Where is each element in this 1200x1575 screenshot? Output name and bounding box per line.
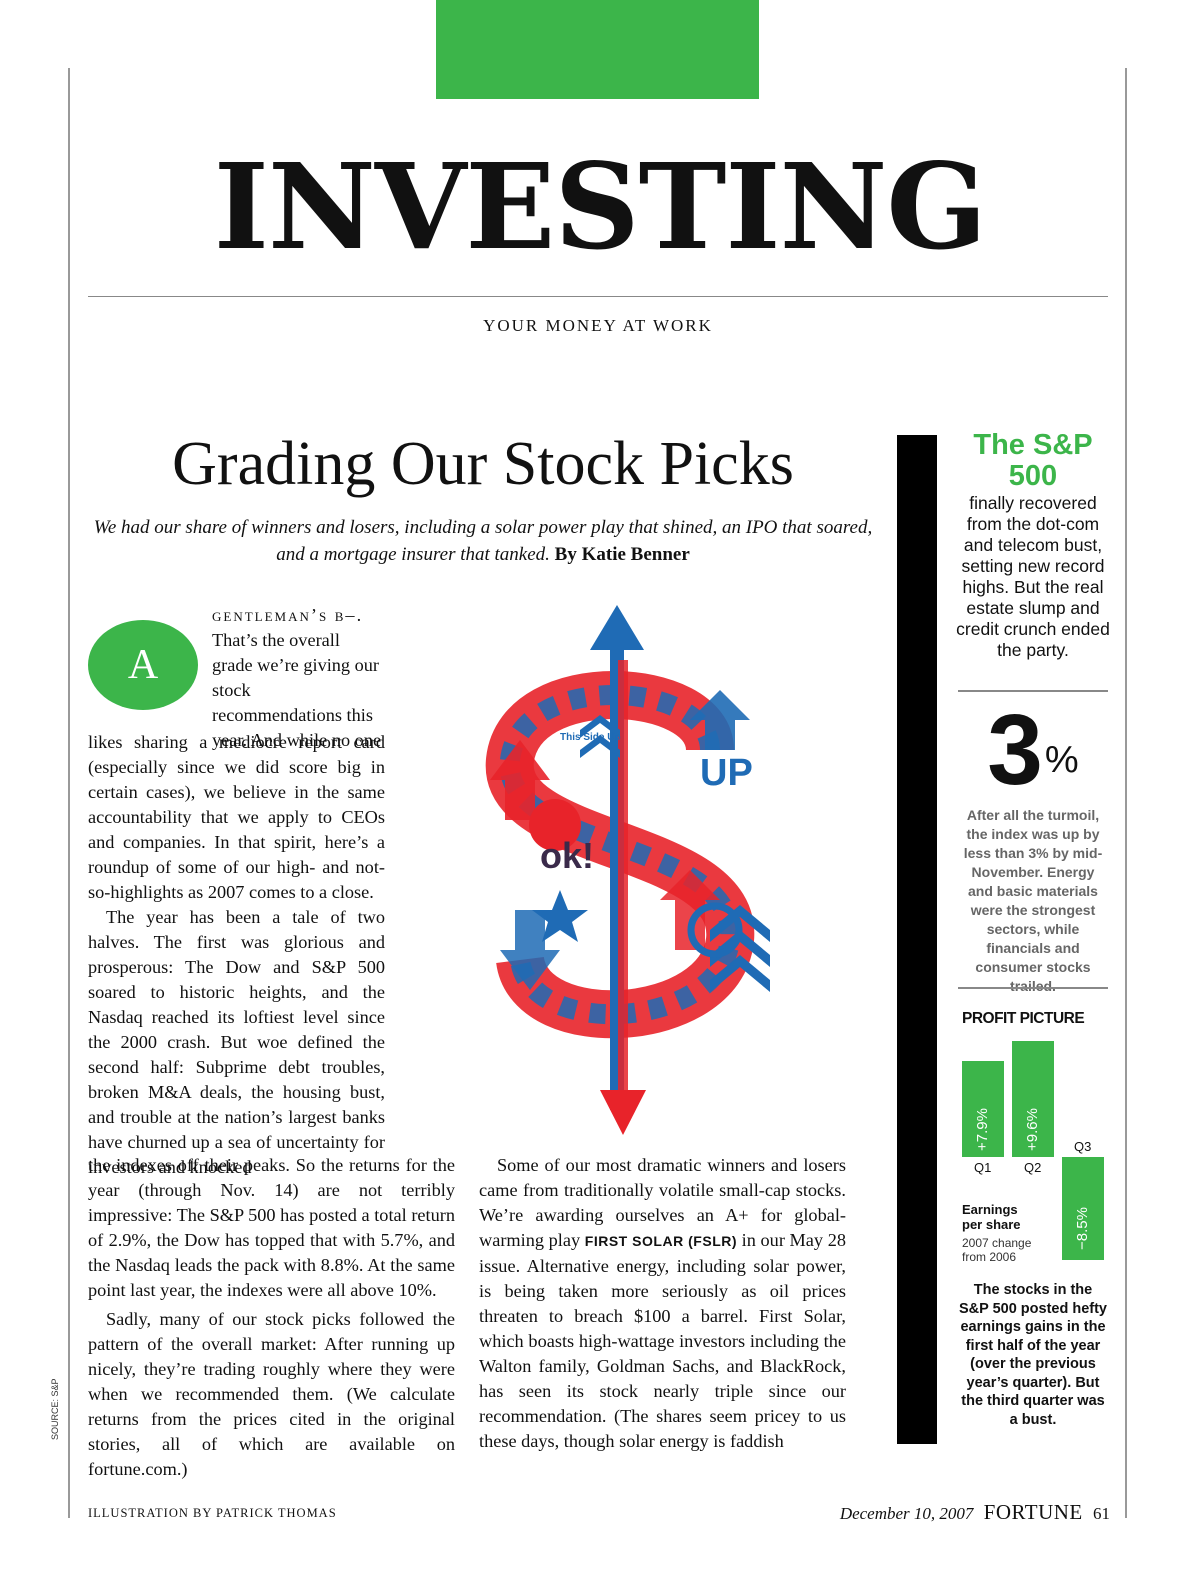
right-margin-rule — [1125, 68, 1127, 1518]
byline: By Katie Benner — [554, 543, 690, 565]
para1-wrap: That’s the overall grade we’re giving ou… — [212, 630, 382, 750]
up-arrow-icon — [590, 605, 644, 650]
illus-word-ok: ok! — [540, 835, 594, 876]
left-margin-rule — [68, 68, 70, 1518]
illustration-credit: ILLUSTRATION BY PATRICK THOMAS — [88, 1506, 337, 1520]
big-stat-unit: % — [1044, 739, 1079, 781]
arrow-accents — [490, 690, 750, 990]
sidebar-title: The S&P 500 — [973, 429, 1093, 492]
section-color-tab — [436, 0, 759, 99]
col2-text-b: in our May 28 issue. Alternative energy,… — [479, 1230, 846, 1451]
page-footer: December 10, 2007 FORTUNE 61 — [840, 1500, 1110, 1525]
illus-word-up: UP — [700, 752, 753, 794]
sidebar-footer: The stocks in the S&P 500 posted hefty e… — [958, 1282, 1107, 1428]
column-1: likes sharing a mediocre report card (es… — [88, 730, 385, 1180]
drop-cap: A — [88, 620, 198, 710]
chart-ylabel: Earnings per share — [962, 1202, 1032, 1232]
sidebar-intro: finally recovered from the dot-com and t… — [956, 493, 1110, 660]
source-credit: SOURCE: S&P — [50, 1378, 60, 1440]
article-headline: Grading Our Stock Picks — [172, 430, 794, 498]
chart-ylabel-sub-text: 2007 change from 2006 — [962, 1236, 1032, 1264]
chart-category-label: Q3 — [1074, 1139, 1092, 1154]
column-1-bottom: the indexes off their peaks. So the retu… — [88, 1153, 455, 1482]
chart-category-label: Q1 — [974, 1160, 992, 1175]
dek-text: We had our share of winners and losers, … — [93, 517, 873, 565]
chart-category-label: Q2 — [1024, 1160, 1042, 1175]
profit-chart: +7.9% Q1 +9.6% Q2 −8.5% Q3 — [958, 1030, 1108, 1270]
chart-ylabel-sub: 2007 change from 2006 — [962, 1236, 1042, 1264]
para2-start: The year has been a tale of two halves. … — [88, 907, 385, 1177]
issue-date: December 10, 2007 — [839, 1504, 974, 1523]
chart-bar-q1 — [962, 1061, 1004, 1157]
section-kicker: YOUR MONEY AT WORK — [483, 316, 713, 335]
para2-end: the indexes off their peaks. So the retu… — [88, 1155, 455, 1300]
lead-in: gentleman’s b–. — [212, 605, 364, 625]
masthead-rule — [88, 296, 1108, 297]
intro-wrap-text: gentleman’s b–. That’s the overall grade… — [212, 603, 385, 753]
chart-bar-q2 — [1012, 1040, 1054, 1157]
section-title: INVESTING — [213, 137, 987, 276]
down-arrow-icon — [600, 1090, 646, 1135]
para3: Sadly, many of our stock picks followed … — [88, 1309, 455, 1479]
sidebar-black-bar — [897, 435, 937, 1444]
sidebar-rule-2 — [958, 987, 1108, 989]
dollar-sign-illustration: UP ok! DOWN This Side Up — [485, 605, 770, 1135]
chart-bar-q3 — [1062, 1157, 1104, 1260]
chart-value-label: +9.6% — [1024, 1108, 1041, 1151]
chevron-stack-icons — [580, 715, 770, 992]
chart-ylabel-text: Earnings per share — [962, 1202, 1021, 1232]
big-stat-number: 3 — [987, 694, 1043, 806]
chart-value-label: +7.9% — [974, 1108, 991, 1151]
para1-rest: likes sharing a mediocre report card (es… — [88, 732, 385, 902]
col2-text-a: Some of our most dramatic winners and lo… — [479, 1155, 846, 1250]
illus-word-this-side-up: This Side Up — [560, 732, 621, 743]
column-2: Some of our most dramatic winners and lo… — [479, 1153, 846, 1454]
ticker-first-solar: FIRST SOLAR (FSLR) — [584, 1233, 738, 1249]
chart-title: PROFIT PICTURE — [962, 1010, 1085, 1027]
sidebar-note: After all the turmoil, the index was up … — [963, 807, 1103, 994]
chart-value-label: −8.5% — [1074, 1206, 1091, 1250]
page-number: 61 — [1093, 1504, 1110, 1523]
magazine-name: FORTUNE — [983, 1500, 1083, 1524]
article-dek: We had our share of winners and losers, … — [88, 515, 878, 568]
big-stat: 3% — [958, 700, 1108, 800]
sidebar-rule-1 — [958, 690, 1108, 692]
